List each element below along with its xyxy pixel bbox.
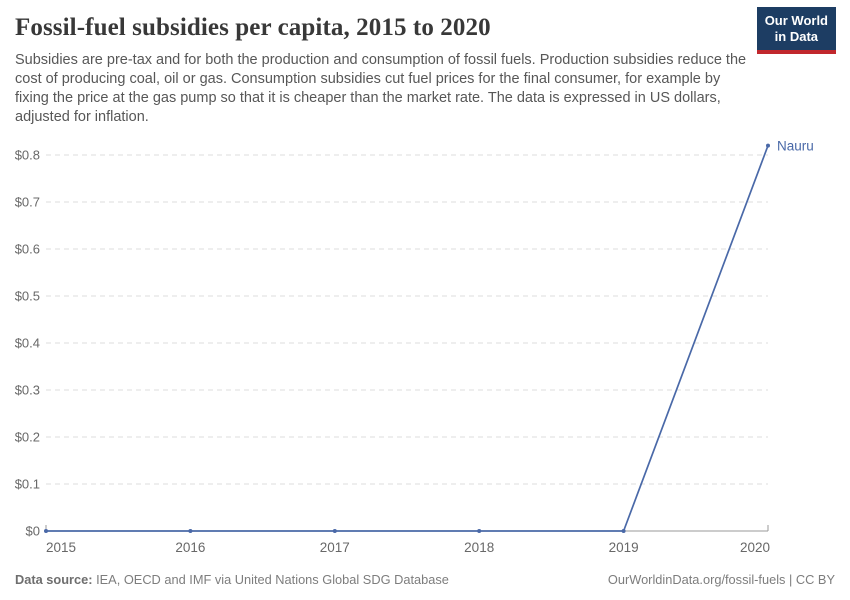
y-axis-tick-label: $0.2 xyxy=(15,430,40,445)
y-axis-tick-label: $0.7 xyxy=(15,195,40,210)
footer: Data source: IEA, OECD and IMF via Unite… xyxy=(15,572,835,587)
y-axis-tick-label: $0.1 xyxy=(15,477,40,492)
chart-canvas: $0 $0.1 $0.2 $0.3 $0.4 $0.5 $0.6 $0.7 $0.8 2015 20… xyxy=(15,139,814,555)
header: Fossil-fuel subsidies per capita, 2015 t… xyxy=(0,0,850,127)
x-axis-tick-label: 2018 xyxy=(464,540,494,555)
data-point-marker xyxy=(188,529,193,533)
owid-logo-line2: in Data xyxy=(774,29,819,44)
data-point-marker xyxy=(621,529,626,533)
owid-logo-line1: Our World xyxy=(764,13,828,28)
data-point-marker xyxy=(766,143,770,148)
data-point-marker xyxy=(332,529,337,533)
x-axis-tick-label: 2015 xyxy=(46,540,76,555)
line-chart: $0 $0.1 $0.2 $0.3 $0.4 $0.5 $0.6 $0.7 $0.8 2015 20… xyxy=(0,130,850,565)
data-source-label: Data source: xyxy=(15,571,93,587)
data-source: Data source: IEA, OECD and IMF via Unite… xyxy=(15,572,449,587)
chart-subtitle: Subsidies are pre-tax and for both the p… xyxy=(15,51,747,125)
y-axis-tick-label: $0.6 xyxy=(15,242,40,257)
y-axis-tick-label: $0.3 xyxy=(15,383,40,398)
y-axis-tick-label: $0.8 xyxy=(15,148,40,163)
y-axis-tick-label: $0.5 xyxy=(15,289,40,304)
citation-url: OurWorldinData.org/fossil-fuels | CC BY xyxy=(607,571,835,587)
data-source-value: IEA, OECD and IMF via United Nations Glo… xyxy=(92,571,449,587)
page-title: Fossil-fuel subsidies per capita, 2015 t… xyxy=(15,14,491,41)
series-line-nauru xyxy=(45,144,769,532)
x-axis-tick-label: 2016 xyxy=(175,540,205,555)
data-point-marker xyxy=(477,529,482,533)
x-axis-tick-label: 2020 xyxy=(740,540,770,555)
y-axis-tick-label: $0 xyxy=(26,524,40,539)
owid-logo: Our World in Data xyxy=(756,7,836,54)
x-axis-tick-label: 2019 xyxy=(609,540,639,555)
y-axis-tick-label: $0.4 xyxy=(15,336,40,351)
data-point-marker xyxy=(44,529,48,533)
x-axis-tick-label: 2017 xyxy=(320,540,350,555)
series-end-label: Nauru xyxy=(777,139,814,154)
